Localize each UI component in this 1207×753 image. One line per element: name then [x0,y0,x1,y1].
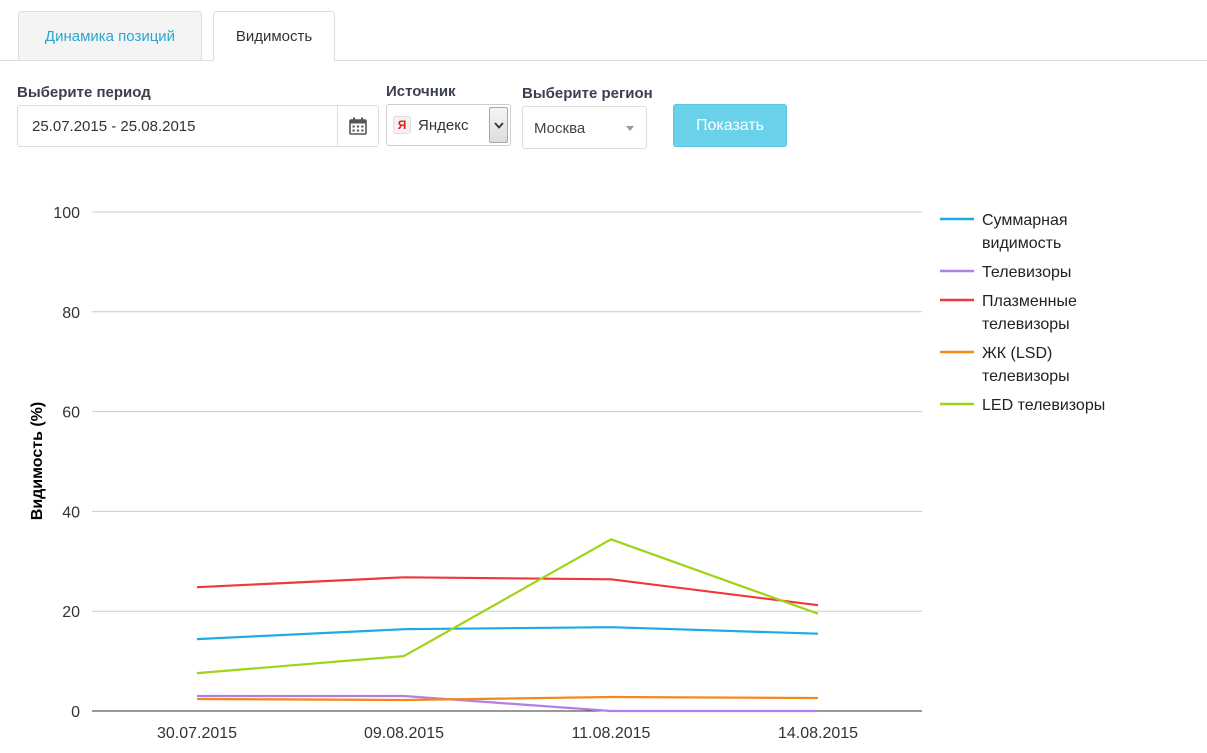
legend-item: LED телевизоры [940,397,1105,414]
series-lines [196,538,819,713]
legend-item: Плазменные телевизоры [940,293,1077,333]
chevron-down-icon[interactable] [489,107,508,143]
y-axis-ticks: 0 20 40 60 80 100 [53,205,80,721]
legend-label: Суммарная видимость [982,212,1068,252]
series-line-4 [196,538,819,675]
calendar-icon[interactable] [337,106,378,146]
chart-legend: Суммарная видимость Телевизоры Плазменные те… [940,212,1105,414]
chart-grid [92,211,922,712]
tab-bar: Динамика позиций Видимость [0,0,1207,61]
x-tick-label: 30.07.2015 [157,725,237,742]
y-tick-label: 100 [53,205,80,222]
tab-divider [0,60,1207,61]
source-select[interactable]: Я Яндекс [386,104,511,146]
visibility-chart: 0 20 40 60 80 100 30.07.2015 09.08.2015 11.08.2… [29,205,1105,742]
legend-label: Плазменные телевизоры [982,293,1077,333]
y-tick-label: 0 [71,704,80,721]
legend-label: Телевизоры [982,264,1071,281]
tab-visibility[interactable]: Видимость [213,11,335,61]
caret-down-icon [626,126,634,131]
x-tick-label: 11.08.2015 [572,725,651,742]
tab-position-dynamics[interactable]: Динамика позиций [18,11,202,60]
region-select[interactable]: Москва [522,106,647,149]
legend-label: ЖК (LSD) телевизоры [982,345,1070,385]
show-button[interactable]: Показать [673,104,787,147]
source-value: Яндекс [418,117,469,134]
period-input[interactable]: 25.07.2015 - 25.08.2015 [17,105,379,147]
series-line-2 [196,576,819,607]
series-line-3 [196,695,819,702]
legend-item: Суммарная видимость [940,212,1068,252]
yandex-icon: Я [393,116,411,134]
period-value: 25.07.2015 - 25.08.2015 [32,118,196,135]
y-tick-label: 80 [62,305,80,322]
y-tick-label: 60 [62,405,80,422]
legend-item: ЖК (LSD) телевизоры [940,345,1070,385]
period-label: Выберите период [17,84,151,101]
x-axis-ticks: 30.07.2015 09.08.2015 11.08.2015 14.08.2015 [157,725,858,742]
region-label: Выберите регион [522,85,653,102]
legend-label: LED телевизоры [982,397,1105,414]
y-tick-label: 20 [62,604,80,621]
source-label: Источник [386,83,456,100]
legend-item: Телевизоры [940,264,1071,281]
y-tick-label: 40 [62,504,80,521]
region-value: Москва [534,120,586,137]
x-tick-label: 09.08.2015 [364,725,444,742]
x-tick-label: 14.08.2015 [778,725,858,742]
y-axis-label: Видимость (%) [29,402,46,520]
series-line-1 [197,694,818,713]
series-line-0 [196,626,819,641]
